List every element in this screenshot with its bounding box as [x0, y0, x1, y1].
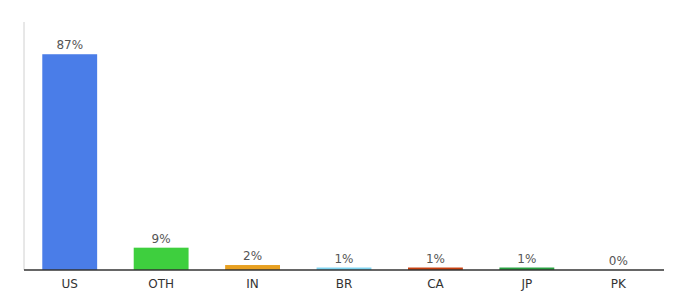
data-label: 1%	[426, 252, 445, 266]
data-label: 87%	[56, 38, 83, 52]
data-label: 2%	[243, 249, 262, 263]
x-tick-label: JP	[520, 277, 532, 291]
bar	[42, 54, 97, 270]
data-label: 0%	[609, 254, 628, 268]
bars	[42, 54, 554, 270]
chart-svg: 87% 9% 2% 1% 1% 1% 0% US OTH IN BR CA JP PK	[0, 0, 680, 300]
data-label: 1%	[334, 252, 353, 266]
data-label: 9%	[152, 232, 171, 246]
x-axis-line	[24, 269, 664, 271]
x-tick-label: PK	[611, 277, 627, 291]
x-tick-label: CA	[427, 277, 444, 291]
y-axis-line	[24, 22, 25, 270]
x-tick-label: BR	[336, 277, 353, 291]
x-tick-label: IN	[246, 277, 259, 291]
bar	[134, 248, 189, 270]
data-label: 1%	[517, 252, 536, 266]
chart-container: 87% 9% 2% 1% 1% 1% 0% US OTH IN BR CA JP PK	[0, 0, 680, 300]
x-tick-label: OTH	[148, 277, 174, 291]
x-tick-label: US	[62, 277, 78, 291]
